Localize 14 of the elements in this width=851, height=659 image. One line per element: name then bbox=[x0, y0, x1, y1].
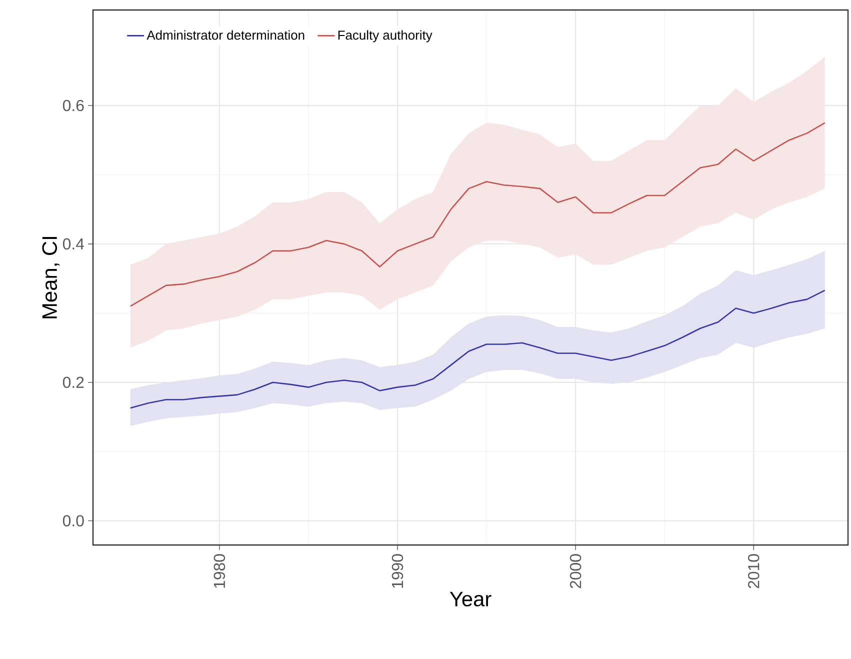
x-tick-label: 2000 bbox=[570, 554, 582, 588]
x-tick-label: 2010 bbox=[748, 554, 760, 588]
y-tick-label: 0.4 bbox=[62, 238, 84, 250]
x-tick-label: 1990 bbox=[392, 554, 404, 588]
legend-label: Administrator determination bbox=[146, 30, 304, 40]
x-axis-title: Year bbox=[450, 592, 492, 606]
y-axis-title: Mean, CI bbox=[42, 237, 60, 318]
y-tick-label: 0.6 bbox=[62, 100, 84, 112]
line-series bbox=[130, 290, 826, 409]
y-tick-label: 0.0 bbox=[62, 515, 84, 526]
legend-label: Faculty authority bbox=[338, 30, 432, 42]
x-tick-label: 1980 bbox=[214, 554, 226, 588]
line-series bbox=[130, 122, 826, 307]
y-tick-label: 0.2 bbox=[62, 376, 84, 388]
